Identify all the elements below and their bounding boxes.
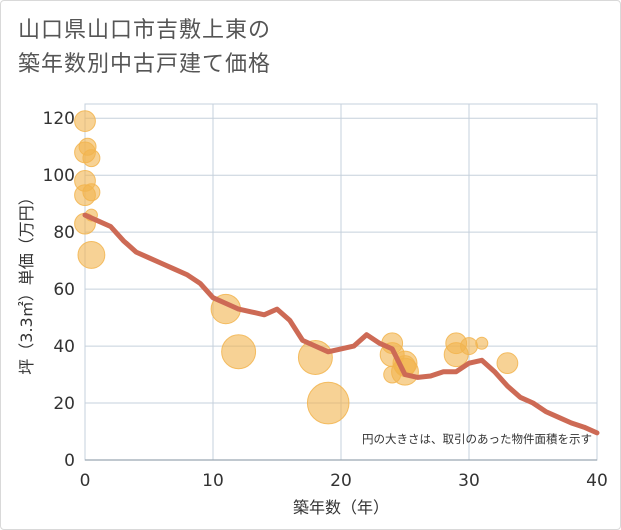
trend-line bbox=[82, 212, 600, 436]
y-tick-label: 100 bbox=[43, 166, 75, 186]
x-tick-label: 10 bbox=[202, 471, 224, 491]
bubble-size-note: 円の大きさは、取引のあった物件面積を示す bbox=[362, 432, 592, 446]
chart-title-line-2: 築年数別中古戸建て価格 bbox=[18, 52, 272, 77]
x-tick-label: 0 bbox=[80, 471, 91, 491]
bubble-point bbox=[460, 337, 478, 356]
chart-title-line-1: 山口県山口市吉敷上東の bbox=[18, 18, 272, 43]
bubble-point bbox=[82, 149, 101, 168]
y-axis-title: 坪（3.3㎡）単価（万円） bbox=[17, 189, 36, 374]
x-tick-label: 40 bbox=[586, 471, 608, 491]
bubble-point bbox=[74, 110, 96, 132]
chart-title: 山口県山口市吉敷上東の 築年数別中古戸建て価格 bbox=[18, 14, 271, 82]
bubble-layer bbox=[74, 110, 519, 425]
bubble-point bbox=[77, 241, 106, 269]
bubble-point bbox=[221, 334, 257, 370]
y-tick-label: 80 bbox=[53, 223, 75, 243]
y-tick-label: 120 bbox=[43, 109, 75, 129]
bubble-point bbox=[82, 183, 101, 202]
y-tick-label: 40 bbox=[53, 337, 75, 357]
x-tick-label: 30 bbox=[458, 471, 480, 491]
bubble-point bbox=[496, 352, 519, 375]
x-axis-title: 築年数（年） bbox=[293, 498, 389, 517]
bubble-point bbox=[306, 381, 350, 425]
y-tick-label: 0 bbox=[64, 451, 75, 471]
y-tick-label: 20 bbox=[53, 394, 75, 414]
y-tick-label: 60 bbox=[53, 280, 75, 300]
trend-line-layer bbox=[82, 212, 600, 436]
bubble-point bbox=[475, 336, 489, 350]
tick-labels: 0 20 40 60 80 100 120 0 10 20 30 40 bbox=[43, 109, 608, 491]
x-tick-label: 20 bbox=[330, 471, 352, 491]
